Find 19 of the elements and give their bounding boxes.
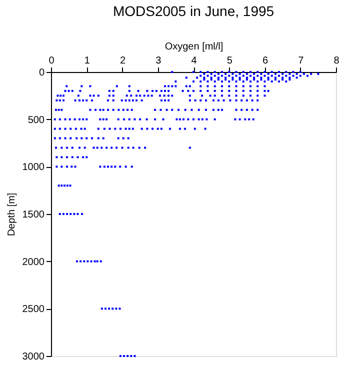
- x-tick-label: 4: [191, 56, 198, 66]
- y-tick-label: 1000: [22, 162, 45, 174]
- x-tick-label: 7: [298, 56, 304, 66]
- x-tick-label: 2: [120, 56, 126, 66]
- x-tick-label: 5: [226, 56, 233, 66]
- x-tick-label: 3: [156, 56, 162, 66]
- chart-title: MODS2005 in June, 1995: [112, 3, 274, 19]
- x-tick-label: 8: [334, 56, 340, 66]
- y-tick-label: 500: [28, 114, 45, 126]
- x-tick-label: 6: [262, 56, 268, 66]
- x-axis-title: Oxygen [ml/l]: [164, 42, 224, 52]
- y-tick-label: 1500: [22, 210, 45, 220]
- y-tick-label: 3000: [22, 352, 45, 362]
- x-tick-label: 0: [48, 56, 55, 66]
- x-tick-label: 1: [84, 56, 90, 66]
- y-tick-label: 2500: [22, 304, 45, 316]
- y-axis-title: Depth [m]: [6, 192, 18, 236]
- y-tick-label: 0: [38, 68, 45, 78]
- y-tick-label: 2000: [22, 256, 45, 268]
